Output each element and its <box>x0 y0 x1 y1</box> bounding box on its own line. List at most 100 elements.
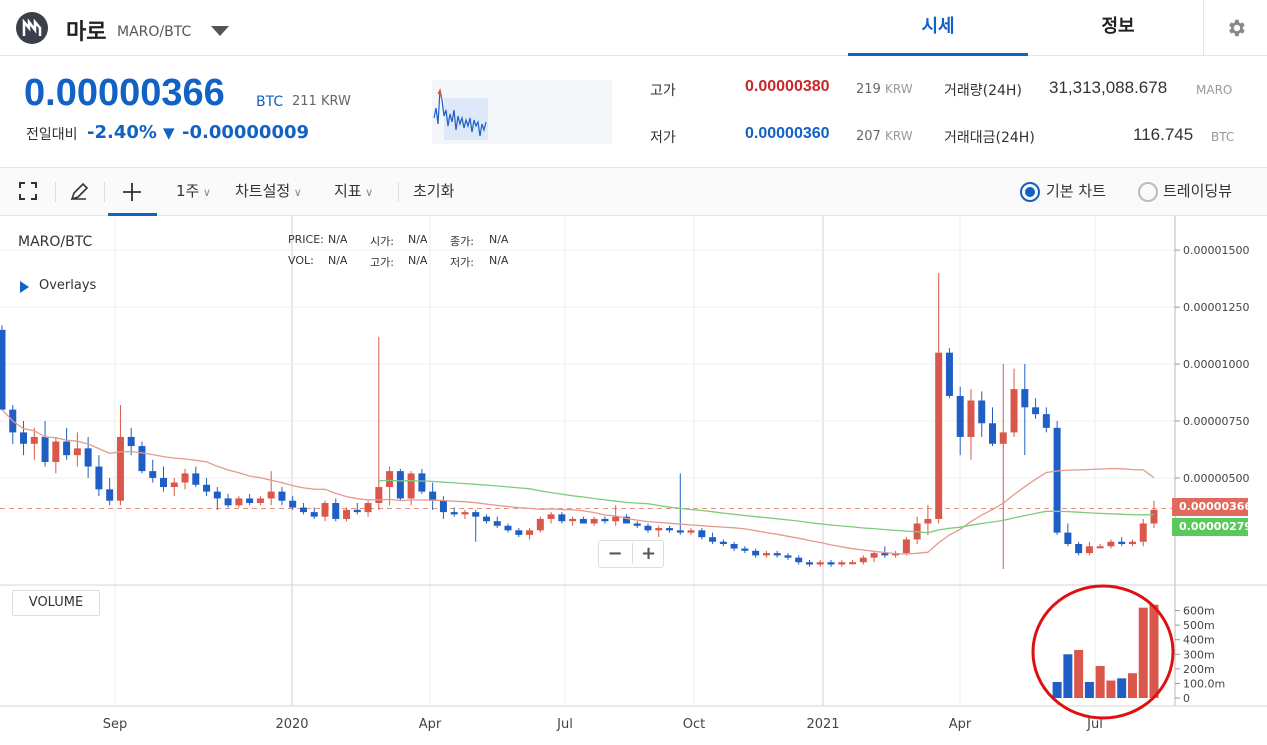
volume-bar <box>1063 654 1073 698</box>
volume-bar <box>1106 680 1116 698</box>
y-tick-label: 0.00000500 <box>1183 472 1249 485</box>
chevron-down-icon[interactable] <box>211 26 229 36</box>
volume-button[interactable]: VOLUME <box>12 590 100 616</box>
period-select[interactable]: 1주 ∨ <box>176 180 211 201</box>
candle-down <box>773 553 781 556</box>
coin-header: 마로 MARO/BTC 시세 정보 <box>0 0 1267 56</box>
indicators-label: 지표 <box>334 182 362 200</box>
volume-bar <box>1084 681 1094 698</box>
zoom-out-button[interactable]: − <box>607 543 623 564</box>
candle-down <box>784 555 792 558</box>
high-krw-value: 219 <box>856 82 881 97</box>
ohlc-open-value: N/A <box>408 233 428 246</box>
candle-up <box>1139 523 1147 542</box>
amount-label: 거래대금(24H) <box>944 130 1035 146</box>
zoom-in-button[interactable]: + <box>632 543 664 564</box>
last-price-tag: 0.00000366 <box>1172 498 1252 516</box>
candle-up <box>816 562 824 565</box>
candle-up <box>343 509 351 519</box>
candle-down <box>224 498 232 506</box>
candle-down <box>709 537 717 542</box>
candle-up <box>1107 541 1115 547</box>
chart-settings-menu[interactable]: 차트설정 ∨ <box>235 180 302 201</box>
candle-down <box>504 525 512 531</box>
tab-price[interactable]: 시세 <box>848 0 1028 56</box>
gear-icon <box>1229 19 1245 37</box>
x-tick-label: 2021 <box>806 717 839 732</box>
mini-chart[interactable] <box>432 80 612 144</box>
volume-bar <box>1138 607 1148 698</box>
change-rate: -2.40% <box>87 122 157 143</box>
candle-up <box>364 503 372 513</box>
fullscreen-icon <box>19 182 37 200</box>
candle-down <box>805 562 813 565</box>
x-tick-label: Apr <box>419 717 442 732</box>
y-tick-label: 0.00000750 <box>1183 415 1249 428</box>
tradingview-radio[interactable] <box>1138 182 1158 202</box>
candle-up <box>1150 509 1158 524</box>
candle-up <box>967 400 975 437</box>
chevron-down-icon: ∨ <box>199 186 211 199</box>
candle-up <box>1096 546 1104 549</box>
period-label: 1주 <box>176 182 200 200</box>
candle-up <box>52 441 60 462</box>
candle-up <box>1085 546 1093 554</box>
candle-up <box>375 487 383 503</box>
vol-tick-label: 300m <box>1183 648 1215 661</box>
candle-down <box>795 557 803 563</box>
y-tick-label: 0.00001250 <box>1183 301 1249 314</box>
pencil-icon <box>70 182 89 201</box>
candle-up <box>924 518 932 524</box>
low-krw-value: 207 <box>856 129 881 144</box>
candle-up <box>849 562 857 565</box>
candlestick-chart[interactable]: 0.00001500 0.00001250 0.00001000 0.00000750… <box>0 216 1267 745</box>
candle-down <box>881 553 889 556</box>
candle-down <box>192 473 200 485</box>
amount-unit: BTC <box>1211 130 1235 144</box>
candle-down <box>472 512 480 517</box>
x-tick-label: Oct <box>683 717 705 732</box>
candle-up <box>526 530 534 535</box>
candle-down <box>1053 427 1061 533</box>
crosshair-icon <box>123 183 141 201</box>
overlays-toggle[interactable]: Overlays <box>39 278 97 293</box>
candle-down <box>1064 532 1072 544</box>
current-price: 0.00000366 <box>24 72 225 114</box>
fullscreen-button[interactable] <box>18 181 38 205</box>
candle-down <box>246 498 254 503</box>
tab-info[interactable]: 정보 <box>1101 16 1135 37</box>
price-chart[interactable]: 0.00001500 0.00001250 0.00001000 0.00000750… <box>0 216 1267 745</box>
tradingview-label[interactable]: 트레이딩뷰 <box>1163 182 1233 200</box>
candle-down <box>63 441 71 456</box>
candle-down <box>579 518 587 524</box>
volume-bar <box>1127 673 1137 698</box>
reset-button[interactable]: 초기화 <box>413 182 455 200</box>
candle-up <box>116 436 124 501</box>
candle-down <box>203 484 211 492</box>
draw-button[interactable] <box>68 181 90 207</box>
candle-down <box>278 491 286 501</box>
basic-chart-radio[interactable] <box>1020 182 1040 202</box>
candle-down <box>730 544 738 549</box>
ohlc-open-label: 시가: <box>370 235 394 248</box>
settings-button[interactable] <box>1203 0 1267 56</box>
candle-down <box>1075 544 1083 554</box>
candle-up <box>590 518 598 524</box>
candle-down <box>741 548 749 551</box>
indicators-menu[interactable]: 지표 ∨ <box>334 180 373 201</box>
candle-down <box>429 491 437 501</box>
candle-down <box>353 509 361 513</box>
x-tick-label: 2020 <box>275 717 308 732</box>
ohlc-vol-value: N/A <box>328 254 348 267</box>
crosshair-button[interactable] <box>108 168 157 216</box>
volume-bar <box>1095 665 1105 698</box>
candle-up <box>547 514 555 519</box>
coin-logo-icon <box>16 12 48 44</box>
candle-down <box>482 516 490 522</box>
candle-down <box>84 448 92 467</box>
overlays-arrow-icon[interactable] <box>20 281 29 293</box>
ohlc-price-label: PRICE: <box>288 233 324 246</box>
basic-chart-label[interactable]: 기본 차트 <box>1046 182 1106 200</box>
candle-down <box>138 446 146 472</box>
candle-up <box>386 471 394 488</box>
